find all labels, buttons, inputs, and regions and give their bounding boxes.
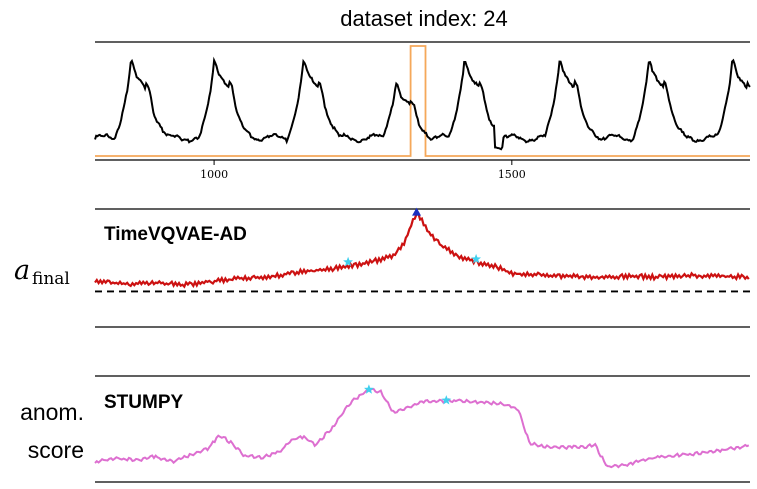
ylabel-sub: final [32, 269, 70, 289]
x-tick-label: 1000 [200, 168, 228, 181]
anomaly-label-line [95, 45, 750, 157]
max-triangle-marker [412, 207, 422, 216]
x-tick-label: 1500 [498, 168, 526, 181]
ylabel-score: score [28, 437, 84, 463]
chart-title: dataset index: 24 [340, 6, 508, 31]
star-marker [441, 395, 452, 405]
stumpy-label: STUMPY [104, 392, 184, 413]
ylabel-a: a [14, 255, 30, 286]
star-marker [343, 256, 353, 267]
x-axis: 1000 1500 [200, 160, 526, 181]
star-marker [364, 384, 374, 394]
panel3-markers [364, 384, 452, 405]
ylabel-anom: anom. [20, 399, 84, 425]
anomaly-score-line [94, 211, 750, 289]
stumpy-score-line [94, 387, 750, 469]
timevqvae-label: TimeVQVAE-AD [104, 224, 247, 245]
signal-line [94, 56, 751, 151]
star-marker [471, 253, 481, 264]
panel2-markers [343, 207, 481, 267]
